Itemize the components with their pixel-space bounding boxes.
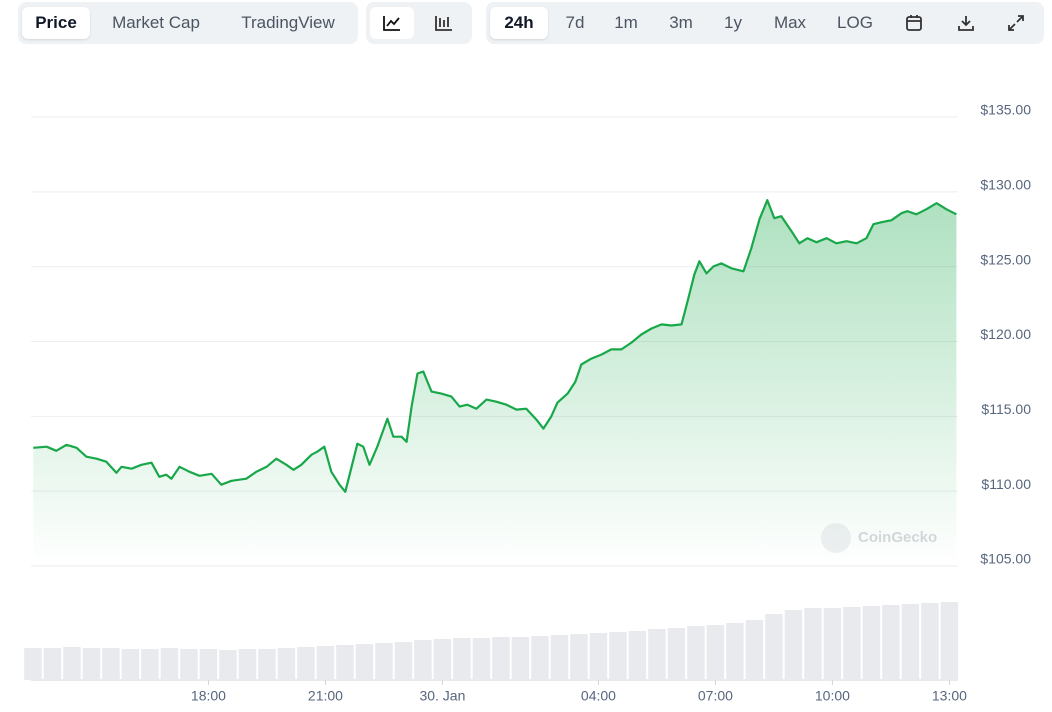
volume-bar	[63, 647, 81, 680]
range-max[interactable]: Max	[773, 13, 807, 32]
volume-bar	[570, 634, 588, 680]
volume-bar	[823, 608, 842, 680]
y-tick-label: $130.00	[980, 177, 1031, 193]
watermark-logo	[821, 523, 851, 553]
volume-bar	[141, 649, 159, 680]
volume-bar	[238, 649, 257, 680]
volume-bar	[43, 648, 62, 680]
y-tick-label: $105.00	[980, 551, 1031, 567]
x-tick-label: 21:00	[308, 688, 343, 704]
y-tick-label: $125.00	[980, 251, 1031, 267]
download-icon	[958, 16, 974, 31]
tab-price[interactable]: Price	[22, 7, 90, 39]
volume-bar	[258, 649, 276, 680]
range-3m[interactable]: 3m	[669, 13, 693, 32]
log-toggle[interactable]: LOG	[837, 13, 873, 32]
volume-bar	[219, 650, 237, 680]
volume-bar	[102, 648, 120, 680]
candle-chart-button[interactable]	[422, 7, 466, 39]
fullscreen-button[interactable]	[994, 7, 1038, 39]
volume-bar	[394, 642, 413, 680]
watermark: CoinGecko	[821, 523, 937, 553]
y-tick-label: $135.00	[980, 102, 1031, 118]
volume-bar	[531, 636, 549, 680]
volume-bar	[726, 623, 744, 680]
candle-icon	[435, 16, 452, 31]
view-tabs: Price Market Cap TradingView	[18, 2, 358, 44]
volume-bar	[160, 648, 179, 680]
volume-bar	[375, 643, 393, 680]
range-tabs: 24h 7d 1m 3m 1y Max LOG	[486, 2, 1044, 44]
calendar-icon	[906, 15, 922, 31]
volume-bar	[940, 602, 959, 680]
volume-bar	[901, 604, 920, 680]
volume-bar	[297, 647, 315, 680]
volume-bar	[609, 632, 627, 680]
volume-bar	[277, 648, 296, 680]
volume-bar	[862, 606, 881, 680]
tab-market-cap[interactable]: Market Cap	[112, 13, 200, 32]
line-chart-button[interactable]	[370, 7, 414, 39]
x-tick-label: 04:00	[581, 688, 616, 704]
range-1y[interactable]: 1y	[724, 13, 742, 32]
volume-bar	[550, 635, 569, 680]
volume-bar	[433, 639, 452, 680]
volume-bar	[784, 610, 803, 680]
tab-tradingview[interactable]: TradingView	[241, 13, 335, 32]
calendar-button[interactable]	[892, 7, 936, 39]
x-tick-label: 10:00	[815, 688, 850, 704]
price-line	[33, 199, 957, 493]
volume-bar	[843, 607, 861, 680]
line-icon	[383, 16, 400, 31]
y-tick-label: $115.00	[981, 401, 1031, 417]
volume-bar	[24, 648, 42, 680]
volume-bar	[687, 626, 705, 680]
x-tick-label: 13:00	[932, 688, 967, 704]
x-tick-label: 07:00	[698, 688, 733, 704]
expand-icon	[1008, 15, 1024, 31]
volume-bar	[180, 649, 198, 680]
range-7d[interactable]: 7d	[565, 13, 585, 32]
volume-bar	[804, 608, 822, 680]
range-1m[interactable]: 1m	[614, 13, 638, 32]
volume-bar	[882, 605, 900, 680]
volume-bar	[82, 648, 101, 680]
download-button[interactable]	[944, 7, 988, 39]
volume-bar	[472, 638, 491, 680]
volume-bar	[414, 640, 432, 680]
volume-bar	[628, 631, 647, 680]
watermark-text: CoinGecko	[858, 529, 937, 546]
price-area	[33, 200, 957, 566]
volume-bar	[921, 603, 939, 680]
volume-bar	[453, 638, 471, 680]
volume-bar	[316, 646, 335, 680]
volume-bar	[765, 614, 783, 680]
volume-bar	[667, 628, 686, 680]
volume-bar	[199, 649, 218, 680]
volume-bar	[648, 629, 666, 680]
range-24h[interactable]: 24h	[490, 7, 548, 39]
x-tick-label: 30. Jan	[419, 688, 465, 704]
volume-bar	[121, 649, 140, 680]
volume-bar	[706, 625, 725, 680]
volume-bar	[336, 645, 354, 680]
volume-bar	[745, 620, 764, 680]
volume-bar	[492, 637, 510, 680]
y-tick-label: $110.00	[981, 476, 1031, 492]
chart-style	[366, 2, 472, 44]
x-tick-label: 18:00	[191, 688, 226, 704]
volume-bar	[511, 637, 530, 680]
volume-bar	[355, 644, 374, 680]
volume-bar	[589, 633, 608, 680]
y-tick-label: $120.00	[980, 326, 1031, 342]
